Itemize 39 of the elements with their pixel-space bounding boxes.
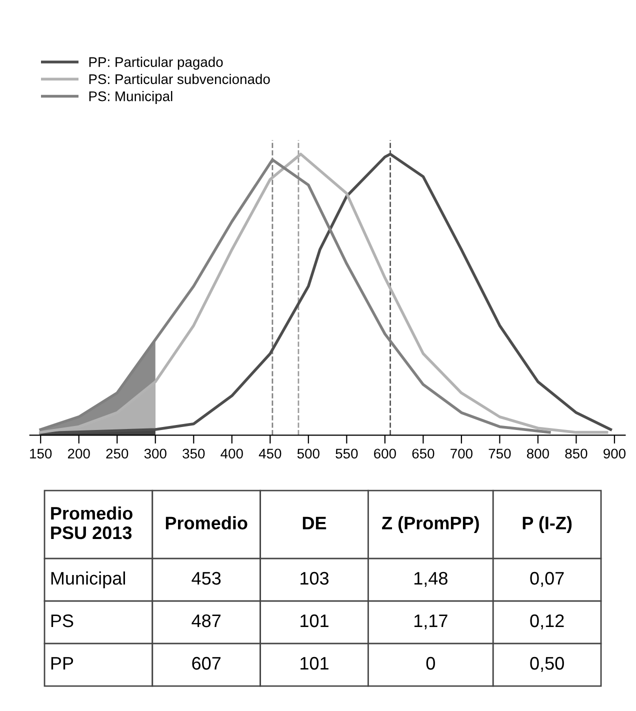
text: 0,50 — [530, 656, 564, 672]
text: Promedio PSU 2013 — [51, 506, 132, 540]
text: 453 — [192, 572, 221, 585]
x-tick-label: 400 — [220, 448, 243, 459]
text: 1,17 — [414, 614, 448, 630]
text: PS — [51, 614, 74, 628]
x-tick-label: 450 — [258, 448, 282, 459]
legend-label: PP: Particular pagado — [89, 56, 223, 70]
text: Municipal — [51, 571, 125, 588]
x-tick-label: 500 — [297, 448, 320, 459]
x-tick-label: 600 — [374, 448, 396, 459]
text: P (I-Z) — [522, 516, 572, 534]
x-tick-label: 200 — [68, 448, 90, 459]
text: Promedio — [166, 516, 248, 530]
text: DE — [302, 516, 326, 530]
text: 101 — [300, 656, 328, 670]
x-tick-label: 700 — [450, 448, 472, 459]
x-tick-label: 550 — [336, 448, 358, 459]
text: 487 — [192, 614, 221, 628]
x-tick-label: 800 — [526, 448, 550, 459]
text: 0,12 — [530, 614, 564, 630]
text: 103 — [300, 572, 329, 585]
text: 0,07 — [530, 572, 564, 587]
x-tick-label: 300 — [144, 448, 166, 459]
legend-label: PS: Particular subvencionado — [89, 74, 270, 84]
text: 607 — [192, 656, 221, 670]
legend-label: PS: Municipal — [89, 91, 172, 104]
text: 101 — [300, 614, 328, 628]
x-tick-label: 900 — [604, 448, 626, 459]
text: PP — [51, 657, 74, 670]
x-tick-label: 650 — [412, 448, 434, 459]
text: Z (PromPP) — [382, 516, 479, 534]
x-tick-label: 850 — [565, 448, 588, 459]
x-tick-label: 350 — [182, 448, 205, 459]
x-tick-label: 250 — [106, 448, 128, 459]
x-tick-label: 150 — [30, 448, 52, 459]
text: 1,48 — [414, 572, 448, 587]
x-tick-label: 750 — [488, 448, 511, 459]
text: 0 — [426, 656, 435, 670]
